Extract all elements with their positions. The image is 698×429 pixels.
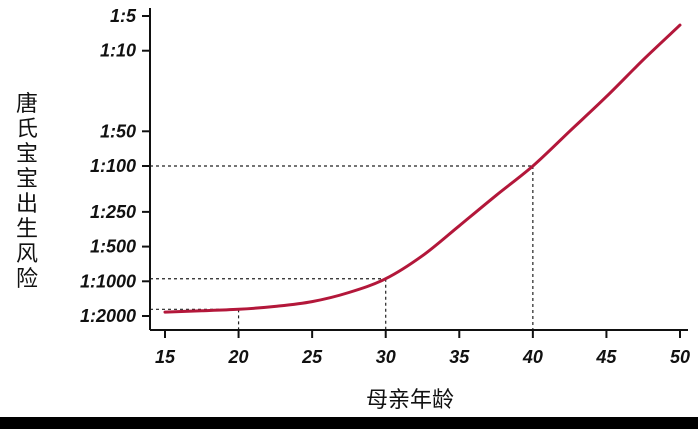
axes: [149, 8, 688, 331]
risk-chart: 1:5 1:10 1:50 1:100 1:250 1:500 1:1000 1:2000 1…: [80, 6, 690, 367]
chart-area: 1:5 1:10 1:50 1:100 1:250 1:500 1:1000 1:2000 1…: [0, 0, 698, 417]
y-tick-label: 1:1000: [80, 271, 136, 291]
y-tick-label: 1:10: [100, 41, 136, 61]
y-axis-ticks: 1:5 1:10 1:50 1:100 1:250 1:500 1:1000 1:2000: [80, 6, 150, 326]
x-tick-label: 45: [595, 347, 617, 367]
x-tick-label: 35: [449, 347, 470, 367]
y-tick-label: 1:50: [100, 121, 136, 141]
y-tick-label: 1:5: [110, 6, 137, 26]
y-tick-label: 1:250: [90, 202, 136, 222]
x-axis-ticks: 15 20 25 30 35 40 45 50: [155, 330, 690, 367]
y-tick-label: 1:500: [90, 237, 136, 257]
y-tick-label: 1:2000: [80, 306, 136, 326]
reference-guides: [150, 165, 534, 330]
x-tick-label: 25: [301, 347, 323, 367]
x-tick-label: 30: [376, 347, 396, 367]
y-axis-title: 唐氏宝宝出生风险: [15, 92, 38, 292]
x-tick-label: 15: [155, 347, 176, 367]
series-group: [163, 23, 682, 314]
x-tick-label: 40: [522, 347, 543, 367]
x-axis-title: 母亲年龄: [365, 388, 454, 413]
x-tick-label: 20: [228, 347, 249, 367]
x-tick-label: 50: [670, 347, 690, 367]
y-tick-label: 1:100: [90, 156, 136, 176]
risk-curve: [163, 23, 682, 314]
